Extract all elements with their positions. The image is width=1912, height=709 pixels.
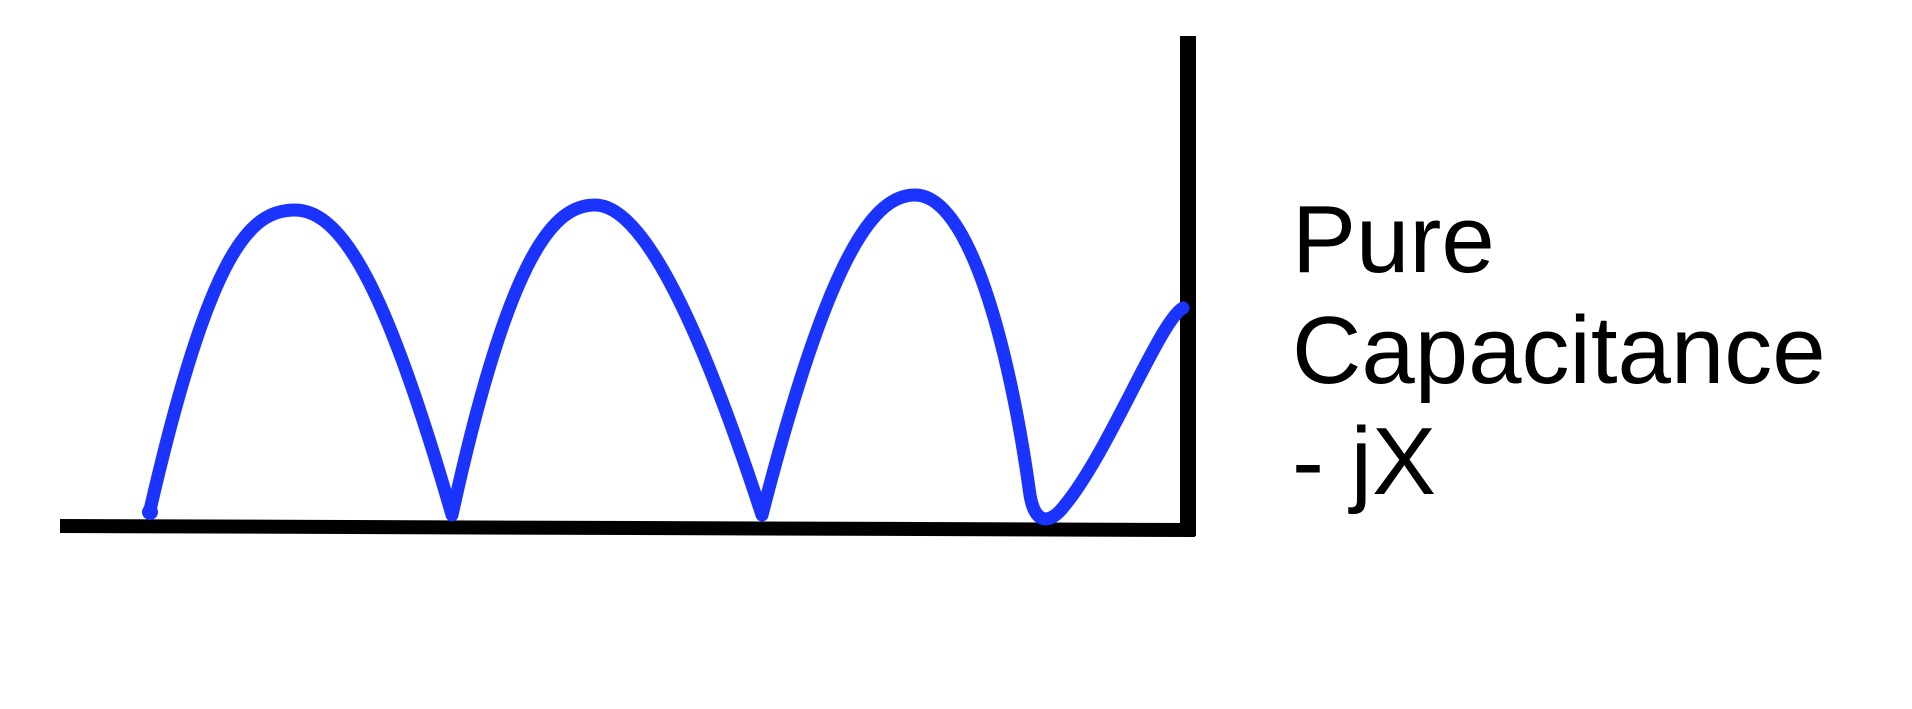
label-line-capacitance: Capacitance [1292, 297, 1826, 404]
label-line-reactance: - jX [1292, 408, 1436, 515]
horizontal-axis [59, 519, 1196, 537]
waveform-curve [143, 188, 1190, 526]
label-line-pure: Pure [1292, 186, 1495, 293]
waveform-start-dot [142, 504, 158, 520]
